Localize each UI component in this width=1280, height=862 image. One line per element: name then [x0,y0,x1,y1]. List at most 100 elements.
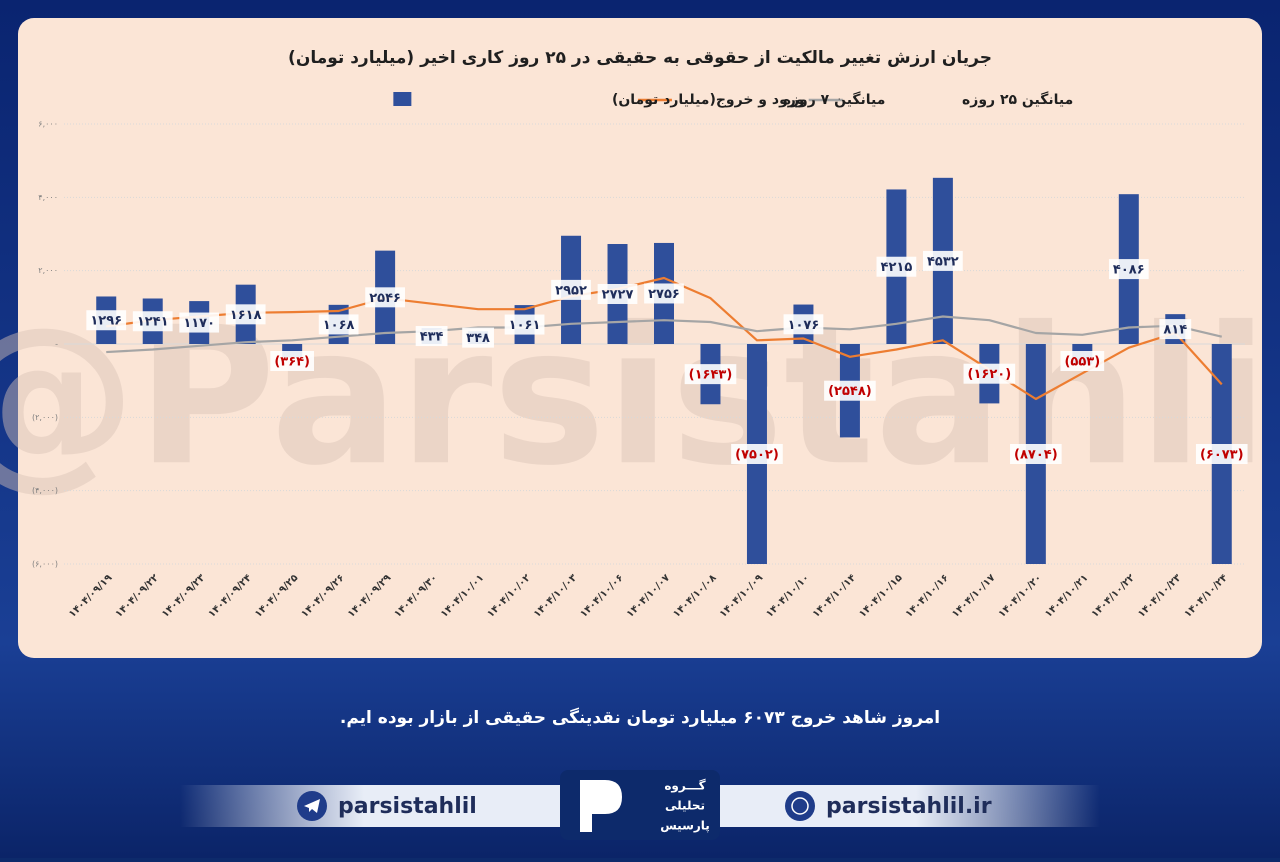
data-label-text: ۱۰۷۶ [788,318,820,333]
data-label: ۴۵۳۲ [923,250,963,271]
data-label-text: ۱۱۷۰ [183,316,215,331]
data-label-box [783,314,824,335]
data-label-box [1159,319,1192,340]
data-label-box [731,444,783,464]
data-label-box [365,287,405,308]
legend-label: میانگین ۷ روزه [783,91,886,108]
y-tick-label: (۲,۰۰۰) [32,413,58,422]
data-label: (۷۵۰۲) [731,444,783,464]
data-label: ۱۰۶۸ [318,314,359,335]
data-label: ۲۷۵۶ [644,283,684,304]
data-label-box [963,363,1016,384]
web-icon [785,791,815,821]
data-label: ۱۲۴۱ [132,311,173,332]
data-label-text: (۵۵۳) [1064,355,1100,370]
data-label-box [86,310,127,331]
data-label-text: ۱۰۶۱ [509,318,541,333]
data-label: ۴۲۱۵ [876,256,917,277]
data-label: (۵۵۳) [1060,351,1105,371]
data-label-text: ۴۳۴ [420,330,444,345]
data-label: (۱۶۲۰) [963,363,1016,384]
data-label-text: (۱۶۴۳) [689,368,733,383]
data-label: ۸۱۴ [1159,319,1192,340]
legend-label: ورود و خروج(میلیارد تومان) [612,92,805,108]
data-label-text: (۷۵۰۲) [735,448,779,463]
y-tick-label: ۶,۰۰۰ [38,120,58,129]
data-label-box [1108,259,1149,280]
data-label-text: ۲۷۲۷ [602,288,634,303]
data-label-text: (۳۶۴) [274,355,310,370]
data-label-box [1060,351,1105,371]
data-label-text: ۱۰۶۸ [323,318,355,333]
footer: parsistahlil parsistahlil.ir گـــروه تحل… [180,770,1100,840]
data-label-text: ۸۱۴ [1163,323,1187,338]
data-label: ۱۱۷۰ [179,312,220,333]
data-label-text: (۶۰۷۳) [1200,448,1244,463]
data-label-box [179,312,220,333]
data-label-box [824,380,876,401]
data-label: ۲۹۵۲ [551,279,591,300]
legend-label: میانگین ۲۵ روزه [962,91,1073,108]
data-label-box [684,364,737,385]
data-label-text: ۱۲۹۶ [90,314,122,329]
y-tick-label: ۴,۰۰۰ [38,193,58,202]
data-label-text: (۸۷۰۴) [1014,448,1058,463]
legend-swatch [393,92,412,106]
data-label-text: ۱۲۴۱ [137,315,169,330]
data-label-text: ۴۵۳۲ [927,254,959,269]
data-label-text: ۲۹۵۲ [555,283,587,298]
logo-text: پارسیس [660,819,710,833]
data-label-text: ۲۵۴۶ [369,291,401,306]
logo-text: تحلیلی [665,799,705,813]
data-label: (۸۷۰۴) [1010,444,1062,464]
telegram-plane [304,799,320,813]
data-label-box [876,256,917,277]
data-label: ۱۰۷۶ [783,314,824,335]
website[interactable]: parsistahlil.ir [826,794,992,819]
y-tick-label: (۶,۰۰۰) [32,560,58,569]
data-label: ۴۰۸۶ [1108,259,1149,280]
data-label: ۱۰۶۱ [504,314,545,335]
data-label-text: ۴۲۱۵ [881,260,913,275]
data-label: ۳۴۸ [462,327,494,348]
data-label-box [551,279,591,300]
y-tick-label: ۲,۰۰۰ [38,266,58,275]
data-label: ۴۳۴ [415,326,448,347]
data-label-text: (۲۵۴۸) [828,384,872,399]
data-label: ۱۶۱۸ [225,304,266,325]
telegram-handle[interactable]: parsistahlil [338,794,477,819]
data-label-box [1010,444,1062,464]
data-label: (۳۶۴) [270,351,315,371]
data-label-text: ۲۷۵۶ [648,287,680,302]
data-label-box [597,284,638,305]
logo-mark [580,780,622,832]
data-label-text: ۳۴۸ [466,331,490,346]
chart-title: جریان ارزش تغییر مالکیت از حقوقی به حقیق… [288,48,992,68]
data-label-text: ۱۶۱۸ [230,308,262,323]
data-label-text: ۴۰۸۶ [1113,263,1145,278]
data-label-box [504,314,545,335]
data-label: (۶۰۷۳) [1195,444,1248,464]
data-label-box [415,326,448,347]
data-label-box [270,351,315,371]
line-series [106,276,1223,401]
data-label: ۲۷۲۷ [597,284,638,305]
data-label-box [644,283,684,304]
line-series [106,315,1223,354]
data-label-text: (۱۶۲۰) [968,367,1012,382]
globe [791,797,809,815]
data-label-box [132,311,173,332]
data-labels: ۱۲۹۶ ۱۲۴۱ ۱۱۷۰ ۱۶۱۸ (۳۶۴) ۱۰۶۸ ۲۵۴۶ ۴۳۴ ۳۴۸ ۱۰۶۱ ۲… [86,250,1248,464]
data-label: (۲۵۴۸) [824,380,876,401]
caption: امروز شاهد خروج ۶۰۷۳ میلیارد تومان نقدین… [340,707,940,728]
y-tick-label: - [55,340,58,349]
y-tick-label: (۴,۰۰۰) [32,486,58,495]
data-label: (۱۶۴۳) [684,364,737,385]
data-label-box [923,250,963,271]
data-label-box [462,327,494,348]
data-label-box [1195,444,1248,464]
data-label-box [225,304,266,325]
data-label: ۱۲۹۶ [86,310,127,331]
data-label: ۲۵۴۶ [365,287,405,308]
